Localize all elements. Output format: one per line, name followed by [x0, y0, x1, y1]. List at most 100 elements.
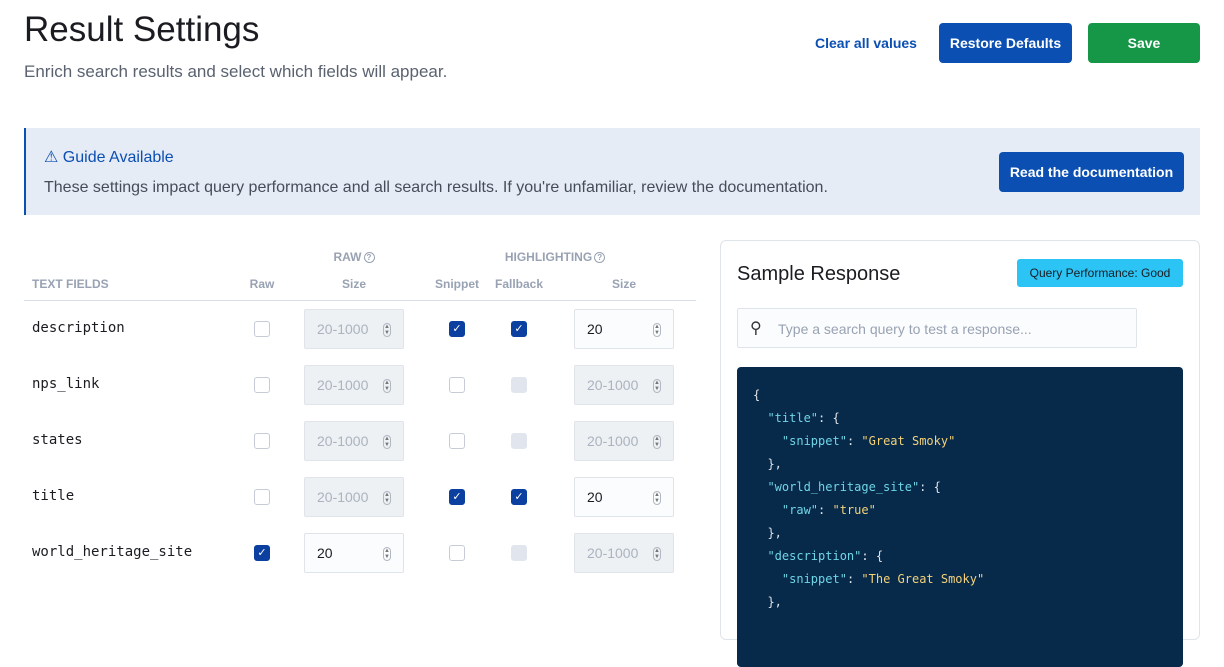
highlight-size-input[interactable]: 20 ▲ ▼: [574, 309, 674, 349]
stepper-icon[interactable]: ▲ ▼: [653, 547, 661, 561]
highlight-size-input[interactable]: 20-1000 ▲ ▼: [574, 533, 674, 573]
search-input[interactable]: ⚲ Type a search query to test a response…: [737, 308, 1137, 348]
search-icon: ⚲: [750, 320, 762, 337]
raw-checkbox[interactable]: [254, 489, 270, 505]
code-line: "world_heritage_site": {: [753, 476, 1167, 499]
sample-response-title: Sample Response: [737, 263, 901, 285]
code-token: : {: [818, 411, 840, 425]
code-token: "world_heritage_site": [767, 480, 920, 494]
code-token: [753, 480, 767, 494]
col-hl-size: Size: [611, 277, 636, 291]
raw-size-input-value: 20-1000: [317, 321, 369, 337]
help-icon[interactable]: ?: [594, 252, 606, 263]
field-name: nps_link: [32, 376, 100, 392]
code-token: "title": [767, 411, 819, 425]
col-fallback: Fallback: [494, 277, 544, 291]
stepper-icon[interactable]: ▲ ▼: [383, 435, 391, 449]
raw-size-input[interactable]: 20-1000 ▲ ▼: [304, 309, 404, 349]
col-raw: Raw: [249, 277, 275, 291]
snippet-checkbox[interactable]: ✓: [449, 321, 465, 337]
stepper-icon[interactable]: ▲ ▼: [653, 323, 661, 337]
highlight-size-input[interactable]: 20-1000 ▲ ▼: [574, 365, 674, 405]
callout-text: These settings impact query performance …: [44, 179, 828, 196]
col-snippet: Snippet: [435, 277, 479, 291]
callout-title: ⚠ Guide Available: [44, 147, 174, 167]
code-token: },: [753, 457, 782, 471]
snippet-checkbox[interactable]: [449, 545, 465, 561]
code-token: [753, 549, 767, 563]
clear-all-values-link[interactable]: Clear all values: [815, 35, 917, 51]
fallback-checkbox[interactable]: ✓: [511, 321, 527, 337]
help-icon[interactable]: ?: [363, 252, 375, 263]
fallback-checkbox[interactable]: [511, 433, 527, 449]
field-name: world_heritage_site: [32, 544, 193, 560]
code-token: [753, 503, 782, 517]
snippet-checkbox[interactable]: [449, 433, 465, 449]
code-token: :: [846, 434, 862, 448]
stepper-icon[interactable]: ▲ ▼: [653, 379, 661, 393]
code-line: "snippet": "The Great Smoky": [753, 568, 1167, 591]
fallback-checkbox[interactable]: [511, 377, 527, 393]
stepper-icon[interactable]: ▲ ▼: [383, 547, 391, 561]
code-token: {: [753, 388, 761, 402]
raw-size-input[interactable]: 20-1000 ▲ ▼: [304, 365, 404, 405]
code-token: "snippet": [781, 434, 847, 448]
code-token: : {: [861, 549, 884, 563]
callout-title-text: Guide Available: [62, 149, 174, 166]
col-text-fields: TEXT FIELDS: [32, 277, 109, 291]
sample-response-panel: Sample Response Query Performance: Good …: [720, 240, 1200, 667]
stepper-icon[interactable]: ▲ ▼: [383, 491, 391, 505]
page-subtitle: Enrich search results and select which f…: [24, 62, 448, 81]
highlight-size-input-value: 20-1000: [587, 377, 639, 393]
code-line: },: [753, 591, 1167, 614]
raw-size-input-value: 20-1000: [317, 489, 369, 505]
field-name: states: [32, 432, 83, 448]
highlight-size-input[interactable]: 20 ▲ ▼: [574, 477, 674, 517]
code-token: },: [753, 526, 782, 540]
fallback-checkbox[interactable]: ✓: [511, 489, 527, 505]
stepper-icon[interactable]: ▲ ▼: [383, 379, 391, 393]
code-line: "title": {: [753, 407, 1167, 430]
code-token: :: [846, 572, 862, 586]
raw-checkbox[interactable]: [254, 433, 270, 449]
code-token: [753, 572, 782, 586]
read-documentation-button[interactable]: Read the documentation: [999, 152, 1184, 192]
warning-icon: ⚠: [44, 149, 59, 166]
stepper-icon[interactable]: ▲ ▼: [653, 491, 661, 505]
field-name: title: [32, 488, 75, 504]
raw-size-input[interactable]: 20-1000 ▲ ▼: [304, 477, 404, 517]
code-token: [753, 434, 782, 448]
raw-size-input-value: 20-1000: [317, 377, 369, 393]
code-line: },: [753, 522, 1167, 545]
code-token: },: [753, 595, 782, 609]
code-line: "description": {: [753, 545, 1167, 568]
save-button[interactable]: Save: [1088, 23, 1200, 63]
guide-callout: ⚠ Guide Available These settings impact …: [24, 128, 1200, 215]
page-title: Result Settings: [24, 10, 260, 49]
highlighting-group-header: HIGHLIGHTING?: [480, 250, 630, 264]
raw-size-input-value: 20: [317, 545, 333, 561]
stepper-icon[interactable]: ▲ ▼: [653, 435, 661, 449]
raw-size-input[interactable]: 20-1000 ▲ ▼: [304, 421, 404, 461]
snippet-checkbox[interactable]: ✓: [449, 489, 465, 505]
code-line: },: [753, 453, 1167, 476]
code-token: :: [818, 503, 833, 517]
code-token: "description": [767, 549, 862, 563]
code-line: {: [753, 384, 1167, 407]
highlight-size-input-value: 20: [587, 321, 603, 337]
code-line: "raw": "true": [753, 499, 1167, 522]
highlight-size-input-value: 20-1000: [587, 433, 639, 449]
stepper-icon[interactable]: ▲ ▼: [383, 323, 391, 337]
raw-checkbox[interactable]: ✓: [254, 545, 270, 561]
raw-size-input[interactable]: 20 ▲ ▼: [304, 533, 404, 573]
snippet-checkbox[interactable]: [449, 377, 465, 393]
field-name: description: [32, 320, 125, 336]
restore-defaults-button[interactable]: Restore Defaults: [939, 23, 1072, 63]
raw-checkbox[interactable]: [254, 377, 270, 393]
fallback-checkbox[interactable]: [511, 545, 527, 561]
code-token: "true": [832, 503, 876, 517]
search-placeholder: Type a search query to test a response..…: [778, 321, 1032, 337]
code-block: { "title": { "snippet": "Great Smoky" },…: [737, 367, 1183, 667]
raw-checkbox[interactable]: [254, 321, 270, 337]
highlight-size-input[interactable]: 20-1000 ▲ ▼: [574, 421, 674, 461]
